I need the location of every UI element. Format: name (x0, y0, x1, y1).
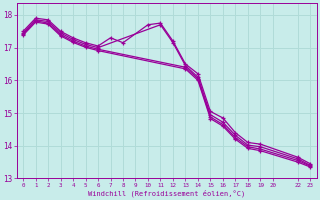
X-axis label: Windchill (Refroidissement éolien,°C): Windchill (Refroidissement éolien,°C) (88, 189, 245, 197)
